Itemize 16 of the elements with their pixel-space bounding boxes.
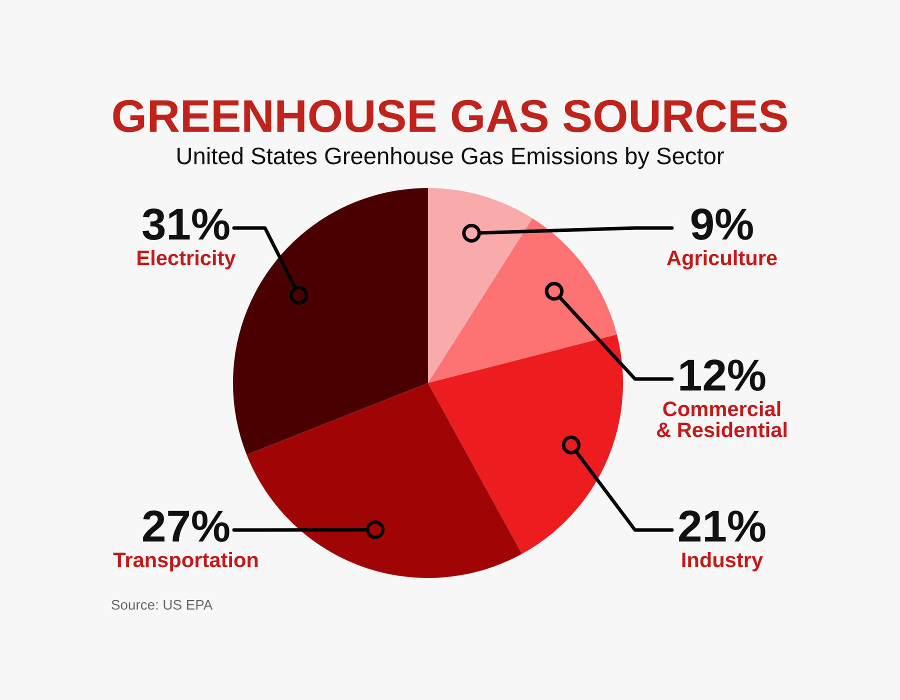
data-label: 31% <box>142 208 230 240</box>
slice-label: Electricity <box>138 250 236 270</box>
chart-subtitle: United States Greenhouse Gas Emissions by Sector <box>178 146 724 170</box>
data-label: 12% <box>680 359 766 391</box>
chart-title: GREENHOUSE GAS SOURCES <box>113 100 787 132</box>
slice-label: Commercial & Residential <box>656 401 787 438</box>
pie-slice <box>428 188 532 383</box>
data-label: 9% <box>691 208 753 240</box>
data-label: 27% <box>143 510 230 542</box>
pie-slice <box>428 218 617 383</box>
data-label: 21% <box>679 510 766 542</box>
slice-label: Industry <box>682 552 763 572</box>
slice-label: Transportation <box>113 552 258 572</box>
pie-slice <box>428 334 623 554</box>
source-note: Source: US EPA <box>112 600 213 610</box>
slice-label: Agriculture <box>666 250 777 270</box>
